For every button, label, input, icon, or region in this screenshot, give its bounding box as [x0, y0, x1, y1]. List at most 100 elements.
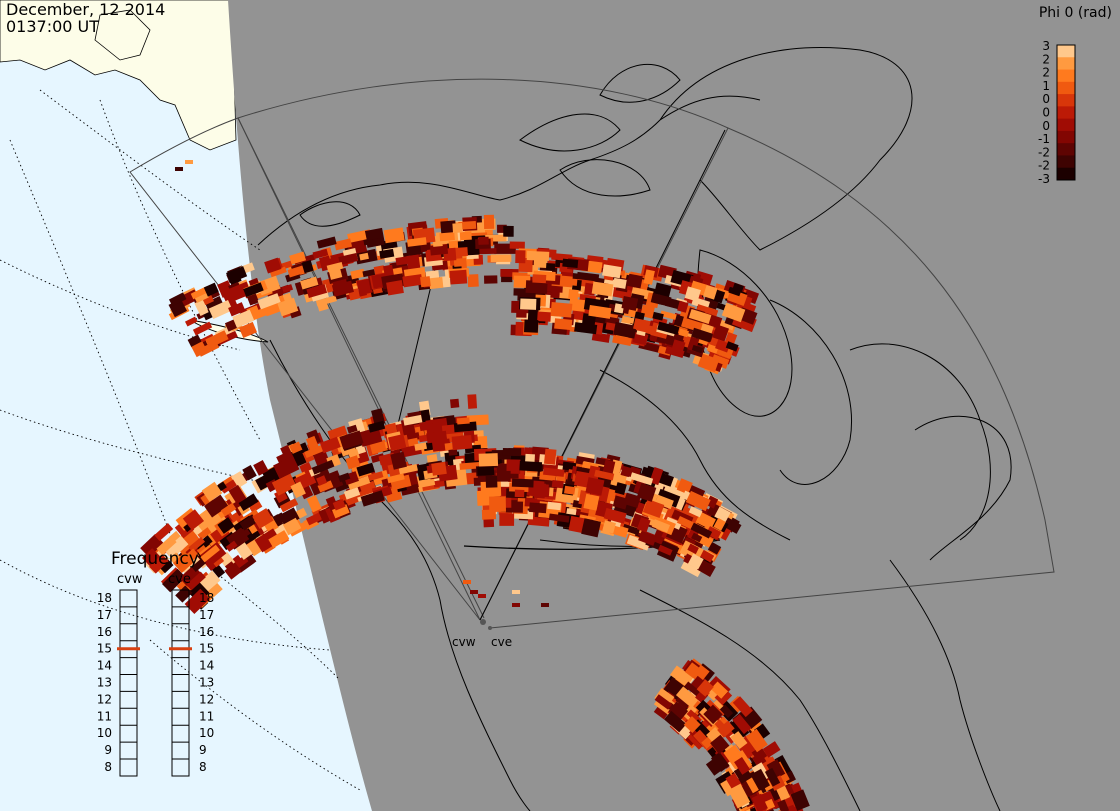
- backscatter-cell: [347, 230, 367, 243]
- backscatter-cell: [264, 257, 282, 274]
- backscatter-cell: [268, 530, 290, 549]
- backscatter-cell: [243, 282, 264, 298]
- backscatter-cell: [594, 469, 615, 481]
- backscatter-cell: [671, 339, 686, 355]
- backscatter-cell: [622, 523, 641, 536]
- backscatter-cell: [626, 534, 651, 551]
- backscatter-cell: [585, 477, 605, 496]
- freq-radar-label-cvw: cvw: [117, 572, 143, 587]
- backscatter-cell: [730, 731, 748, 750]
- backscatter-cell: [182, 509, 205, 531]
- backscatter-cell: [187, 334, 202, 348]
- backscatter-cell: [533, 482, 546, 499]
- backscatter-cell: [602, 459, 616, 474]
- colorbar-tick-label: 0: [1042, 119, 1050, 133]
- backscatter-cell: [532, 274, 547, 284]
- backscatter-cell: [247, 499, 263, 513]
- backscatter-cell: [564, 485, 576, 495]
- backscatter-cell: [605, 322, 617, 332]
- frequency-tick-label: 8: [104, 760, 112, 774]
- backscatter-cell: [660, 310, 677, 320]
- backscatter-cell: [633, 318, 651, 332]
- coastlines: [189, 47, 1012, 811]
- backscatter-cell: [338, 252, 359, 266]
- backscatter-cell: [312, 248, 329, 260]
- backscatter-cell: [753, 768, 771, 790]
- backscatter-cell: [161, 568, 186, 593]
- backscatter-cell: [326, 261, 344, 273]
- frequency-tick-label: 12: [199, 692, 214, 706]
- backscatter-cell: [228, 302, 246, 317]
- backscatter-cell: [774, 754, 793, 778]
- backscatter-cell: [703, 704, 723, 725]
- backscatter-cell: [562, 277, 578, 286]
- backscatter-cell: [612, 495, 629, 510]
- frequency-tick-label: 15: [97, 642, 112, 656]
- backscatter-cell: [562, 258, 579, 269]
- backscatter-cell: [383, 227, 405, 244]
- backscatter-cell: [766, 759, 786, 780]
- frequency-tick-label: 10: [199, 726, 214, 740]
- backscatter-cell: [511, 478, 534, 488]
- backscatter-cell: [246, 292, 260, 306]
- backscatter-cell: [568, 289, 579, 300]
- colorbar-swatch: [1057, 69, 1075, 83]
- backscatter-cell: [449, 269, 468, 285]
- backscatter-cell: [414, 442, 428, 451]
- colorbar-swatch: [1057, 45, 1075, 58]
- backscatter-cell: [225, 540, 238, 552]
- backscatter-cell: [712, 324, 729, 342]
- frequency-column: [119, 589, 138, 777]
- backscatter-cell: [290, 481, 306, 499]
- backscatter-cell: [721, 302, 746, 323]
- backscatter-cell: [695, 511, 716, 530]
- frequency-tick-label: 8: [199, 760, 207, 774]
- backscatter-cell: [478, 453, 499, 467]
- backscatter-cell: [470, 590, 478, 594]
- backscatter-cell: [175, 167, 183, 171]
- backscatter-cells: [140, 160, 810, 811]
- backscatter-cell: [386, 280, 404, 296]
- backscatter-cell: [485, 475, 498, 488]
- backscatter-cell: [612, 277, 627, 289]
- frequency-tick-label: 17: [199, 608, 214, 622]
- backscatter-cell: [476, 248, 497, 255]
- backscatter-cell: [456, 417, 470, 425]
- backscatter-cell: [705, 526, 722, 540]
- fov-boundary-mid: [479, 129, 726, 621]
- backscatter-cell: [626, 273, 643, 289]
- backscatter-cell: [306, 284, 328, 298]
- backscatter-cell: [520, 298, 537, 310]
- backscatter-cell: [707, 541, 722, 555]
- backscatter-cell: [439, 232, 455, 242]
- backscatter-cell: [406, 237, 427, 247]
- frequency-tick-label: 14: [97, 659, 112, 673]
- frequency-tick-label: 10: [97, 726, 112, 740]
- backscatter-cell: [778, 804, 797, 811]
- freq-radar-label-cve: cve: [168, 572, 191, 587]
- backscatter-cell: [458, 221, 477, 230]
- backscatter-cell: [305, 435, 319, 451]
- backscatter-cell: [154, 523, 174, 542]
- backscatter-cell: [654, 494, 674, 510]
- frequency-tick-label: 13: [199, 676, 214, 690]
- backscatter-cell: [694, 664, 710, 680]
- backscatter-cell: [203, 282, 219, 297]
- backscatter-cell: [656, 488, 681, 508]
- backscatter-cell: [178, 548, 200, 568]
- backscatter-cell: [459, 461, 480, 470]
- frequency-tick-label: 15: [199, 642, 214, 656]
- backscatter-cell: [279, 498, 299, 513]
- backscatter-cell: [684, 286, 701, 302]
- colorbar-swatch: [1057, 106, 1075, 120]
- backscatter-cell: [643, 269, 655, 285]
- backscatter-cell: [503, 225, 514, 237]
- colorbar-tick-label: -3: [1038, 172, 1050, 186]
- backscatter-cell: [481, 509, 497, 520]
- backscatter-cell: [478, 594, 486, 598]
- backscatter-cell: [550, 301, 573, 318]
- backscatter-cell: [690, 522, 713, 539]
- backscatter-cell: [537, 311, 552, 322]
- backscatter-cell: [316, 475, 328, 486]
- backscatter-cell: [612, 334, 632, 346]
